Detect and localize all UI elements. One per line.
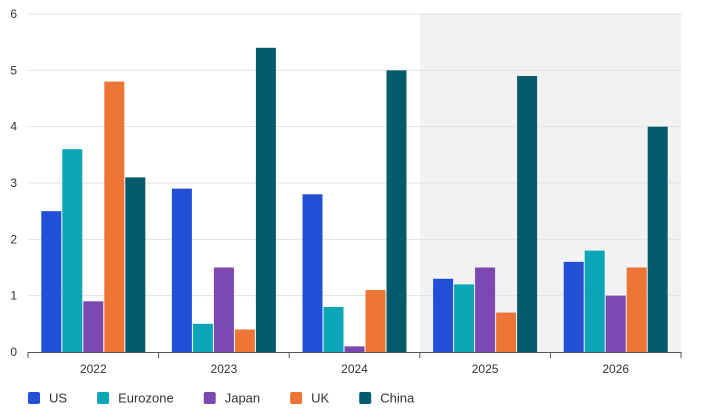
x-axis xyxy=(27,352,682,358)
bar-us-2022 xyxy=(41,211,62,352)
y-tick-label: 6 xyxy=(10,7,17,21)
bar-china-2024 xyxy=(386,70,407,352)
bar-japan-2022 xyxy=(83,301,104,352)
bars xyxy=(41,47,668,353)
bar-uk-2026 xyxy=(626,267,647,352)
x-axis-ticks: 2022 2023 2024 2025 2026 xyxy=(80,362,629,376)
bar-eurozone-2023 xyxy=(192,323,213,352)
x-tick-label: 2022 xyxy=(80,362,107,376)
bar-japan-2023 xyxy=(213,267,234,352)
y-tick-label: 0 xyxy=(10,345,17,359)
bar-uk-2025 xyxy=(496,312,517,352)
bar-us-2023 xyxy=(171,188,192,352)
bar-china-2025 xyxy=(517,75,538,352)
legend-label: Japan xyxy=(225,391,260,406)
bar-japan-2026 xyxy=(605,295,626,352)
legend-swatch xyxy=(97,392,110,404)
x-tick-label: 2026 xyxy=(602,362,629,376)
x-tick-label: 2023 xyxy=(211,362,238,376)
bar-us-2026 xyxy=(563,261,584,352)
legend-label: US xyxy=(49,391,67,406)
y-tick-label: 2 xyxy=(10,232,17,246)
bar-japan-2024 xyxy=(344,346,365,352)
bar-us-2024 xyxy=(302,194,323,352)
legend-label: Eurozone xyxy=(118,391,174,406)
bar-uk-2023 xyxy=(234,329,255,352)
bar-eurozone-2025 xyxy=(454,284,475,352)
bar-china-2022 xyxy=(125,177,146,352)
legend-item-eurozone[interactable]: Eurozone xyxy=(97,391,174,406)
y-tick-label: 1 xyxy=(10,289,17,303)
bar-china-2026 xyxy=(647,126,668,353)
legend: US Eurozone Japan UK China xyxy=(28,391,415,406)
x-tick-label: 2025 xyxy=(472,362,499,376)
y-tick-label: 5 xyxy=(10,63,17,77)
bar-us-2025 xyxy=(433,278,454,352)
legend-swatch xyxy=(203,392,216,404)
bar-uk-2022 xyxy=(104,81,125,352)
y-tick-label: 4 xyxy=(10,120,17,134)
bar-japan-2025 xyxy=(475,267,496,352)
y-axis-ticks: 0 1 2 3 4 5 6 xyxy=(10,7,17,359)
legend-item-uk[interactable]: UK xyxy=(290,391,330,406)
legend-item-japan[interactable]: Japan xyxy=(203,391,260,406)
bar-china-2023 xyxy=(255,47,276,353)
legend-label: China xyxy=(380,391,415,406)
y-tick-label: 3 xyxy=(10,176,17,190)
bar-uk-2024 xyxy=(365,290,386,352)
legend-label: UK xyxy=(311,391,329,406)
bar-eurozone-2026 xyxy=(584,250,605,352)
bar-eurozone-2022 xyxy=(62,149,83,352)
legend-item-china[interactable]: China xyxy=(359,391,415,406)
legend-item-us[interactable]: US xyxy=(28,391,67,406)
legend-swatch xyxy=(28,392,40,404)
bar-eurozone-2024 xyxy=(323,306,344,352)
x-tick-label: 2024 xyxy=(341,362,368,376)
legend-swatch xyxy=(359,392,372,404)
legend-swatch xyxy=(290,392,303,404)
